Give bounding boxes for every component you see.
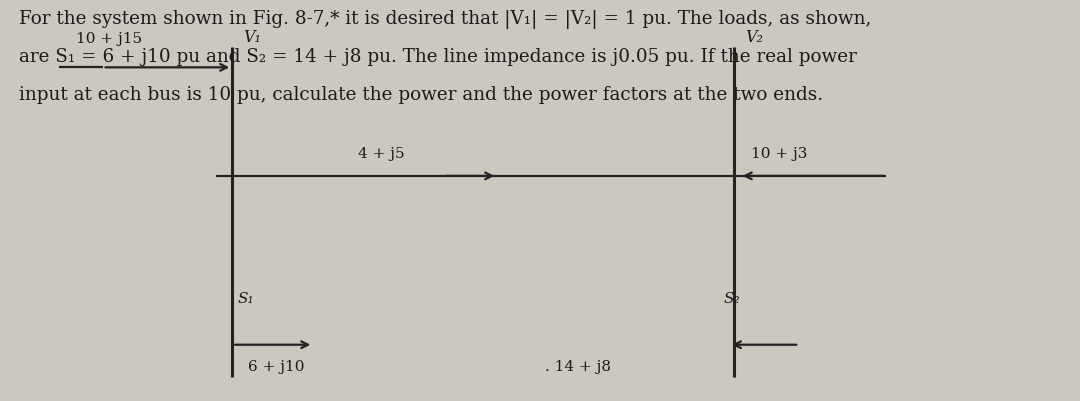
- Text: input at each bus is 10 pu, calculate the power and the power factors at the two: input at each bus is 10 pu, calculate th…: [19, 86, 824, 104]
- Text: 4 + j5: 4 + j5: [357, 146, 404, 160]
- Text: S₁: S₁: [238, 291, 254, 305]
- Text: . 14 + j8: . 14 + j8: [545, 359, 611, 373]
- Text: V₂: V₂: [745, 29, 764, 46]
- Text: 10 + j15: 10 + j15: [76, 32, 141, 46]
- Text: S₂: S₂: [724, 291, 740, 305]
- Text: 10 + j3: 10 + j3: [751, 146, 807, 160]
- Text: V₁: V₁: [243, 29, 261, 46]
- Text: are S₁ = 6 + j10 pu and S₂ = 14 + j8 pu. The line impedance is j0.05 pu. If the : are S₁ = 6 + j10 pu and S₂ = 14 + j8 pu.…: [19, 48, 858, 66]
- Text: 6 + j10: 6 + j10: [248, 359, 305, 373]
- Text: For the system shown in Fig. 8-7,* it is desired that |V₁| = |V₂| = 1 pu. The lo: For the system shown in Fig. 8-7,* it is…: [19, 10, 872, 29]
